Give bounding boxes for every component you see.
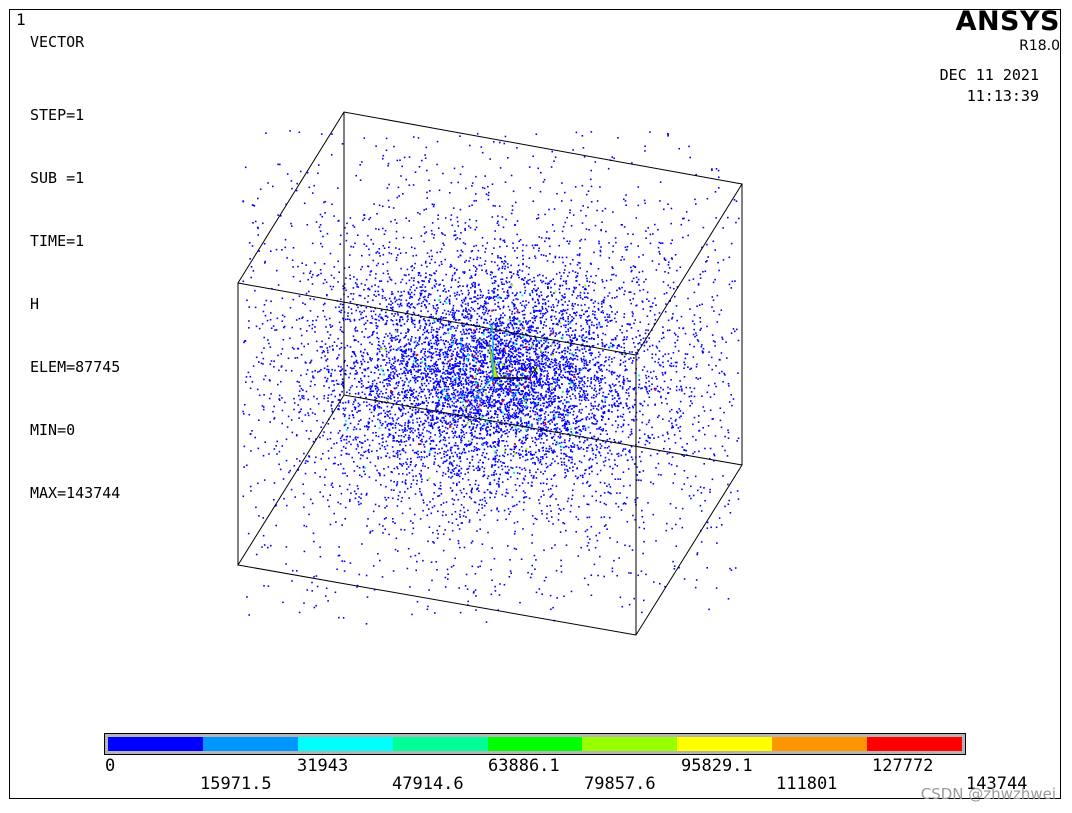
plot-type-label: VECTOR bbox=[30, 33, 85, 51]
legend-label-5: 79857.6 bbox=[584, 774, 656, 794]
legend-label-0: 0 bbox=[105, 756, 116, 776]
legend-label-4: 63886.1 bbox=[488, 756, 560, 776]
result-info-block: STEP=1 SUB =1 TIME=1 H ELEM=87745 MIN=0 … bbox=[30, 63, 120, 525]
graphics-window-frame bbox=[9, 9, 1061, 799]
ansys-logo: ANSYS bbox=[955, 6, 1060, 37]
bounding-box-wireframe bbox=[237, 111, 743, 636]
info-min: MIN=0 bbox=[30, 421, 76, 439]
coordinate-triad: X Y Z bbox=[474, 321, 539, 402]
color-legend-bar bbox=[104, 733, 966, 755]
legend-swatch-3 bbox=[392, 737, 488, 751]
date-label: DEC 11 2021 bbox=[939, 66, 1039, 84]
legend-swatch-2 bbox=[297, 737, 393, 751]
legend-label-7: 111801 bbox=[776, 774, 838, 794]
triad-z-axis bbox=[480, 377, 494, 391]
info-substep: SUB =1 bbox=[30, 169, 85, 187]
triad-x-label: X bbox=[531, 364, 539, 377]
info-max: MAX=143744 bbox=[30, 484, 121, 502]
legend-swatch-8 bbox=[867, 737, 963, 751]
triad-z-label: Z bbox=[474, 389, 482, 402]
info-quantity: H bbox=[30, 295, 40, 313]
version-label: R18.0 bbox=[1019, 38, 1060, 54]
watermark: CSDN @zhwzhwei bbox=[920, 785, 1056, 803]
legend-label-2: 31943 bbox=[297, 756, 349, 776]
legend-swatch-0 bbox=[108, 737, 203, 751]
legend-swatch-4 bbox=[487, 737, 583, 751]
legend-swatch-5 bbox=[582, 737, 678, 751]
triad-y-label: Y bbox=[487, 321, 495, 334]
vector-cloud bbox=[242, 130, 740, 625]
window-number: 1 bbox=[16, 10, 26, 29]
info-time: TIME=1 bbox=[30, 232, 85, 250]
time-label: 11:13:39 bbox=[966, 87, 1039, 105]
info-step: STEP=1 bbox=[30, 106, 85, 124]
legend-label-9: 143744 bbox=[966, 774, 1028, 794]
legend-swatch-6 bbox=[677, 737, 773, 751]
info-elem: ELEM=87745 bbox=[30, 358, 121, 376]
legend-label-1: 15971.5 bbox=[200, 774, 272, 794]
legend-label-3: 47914.6 bbox=[392, 774, 464, 794]
legend-label-6: 95829.1 bbox=[681, 756, 753, 776]
legend-swatch-1 bbox=[202, 737, 298, 751]
legend-swatch-7 bbox=[772, 737, 868, 751]
legend-label-8: 127772 bbox=[872, 756, 934, 776]
